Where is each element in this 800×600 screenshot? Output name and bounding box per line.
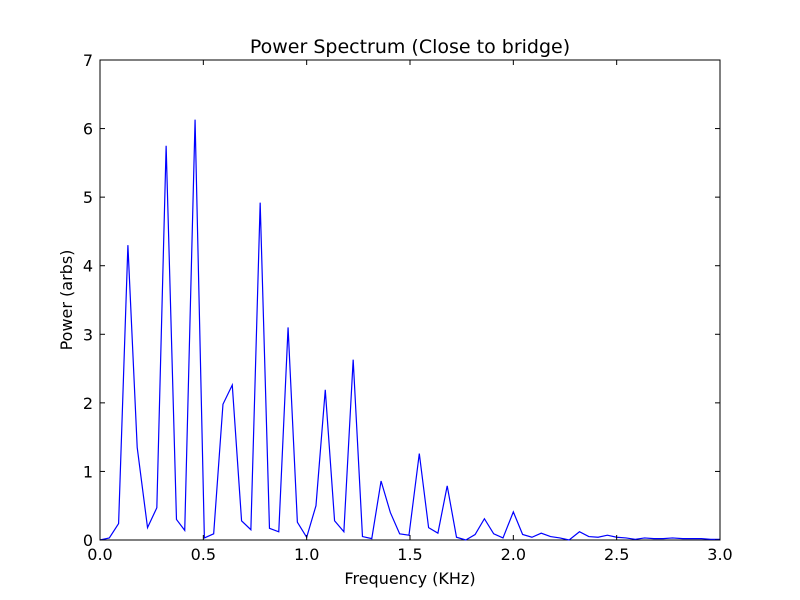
y-tick-label: 1 — [83, 462, 93, 481]
x-tick-label: 1.0 — [294, 545, 319, 564]
y-axis-label: Power (arbs) — [57, 250, 76, 351]
y-tick-label: 0 — [83, 531, 93, 550]
axis-ticks: 0.0 0.5 1.0 1.5 2.0 2.5 3.0 0 1 2 3 4 5 6 7 — [83, 51, 733, 564]
x-axis-label: Frequency (KHz) — [344, 569, 475, 588]
y-tick-label: 7 — [83, 51, 93, 70]
x-tick-label: 2.5 — [604, 545, 629, 564]
y-tick-label: 3 — [83, 325, 93, 344]
y-tick-label: 4 — [83, 257, 93, 276]
x-tick-label: 3.0 — [707, 545, 732, 564]
y-tick-label: 6 — [83, 120, 93, 139]
y-tick-label: 5 — [83, 188, 93, 207]
x-tick-label: 2.0 — [501, 545, 526, 564]
x-tick-label: 1.5 — [397, 545, 422, 564]
plot-area — [99, 59, 721, 541]
chart-title: Power Spectrum (Close to bridge) — [250, 36, 570, 58]
y-tick-label: 2 — [83, 394, 93, 413]
x-tick-label: 0.5 — [191, 545, 216, 564]
x-tick-label: 0.0 — [87, 545, 112, 564]
